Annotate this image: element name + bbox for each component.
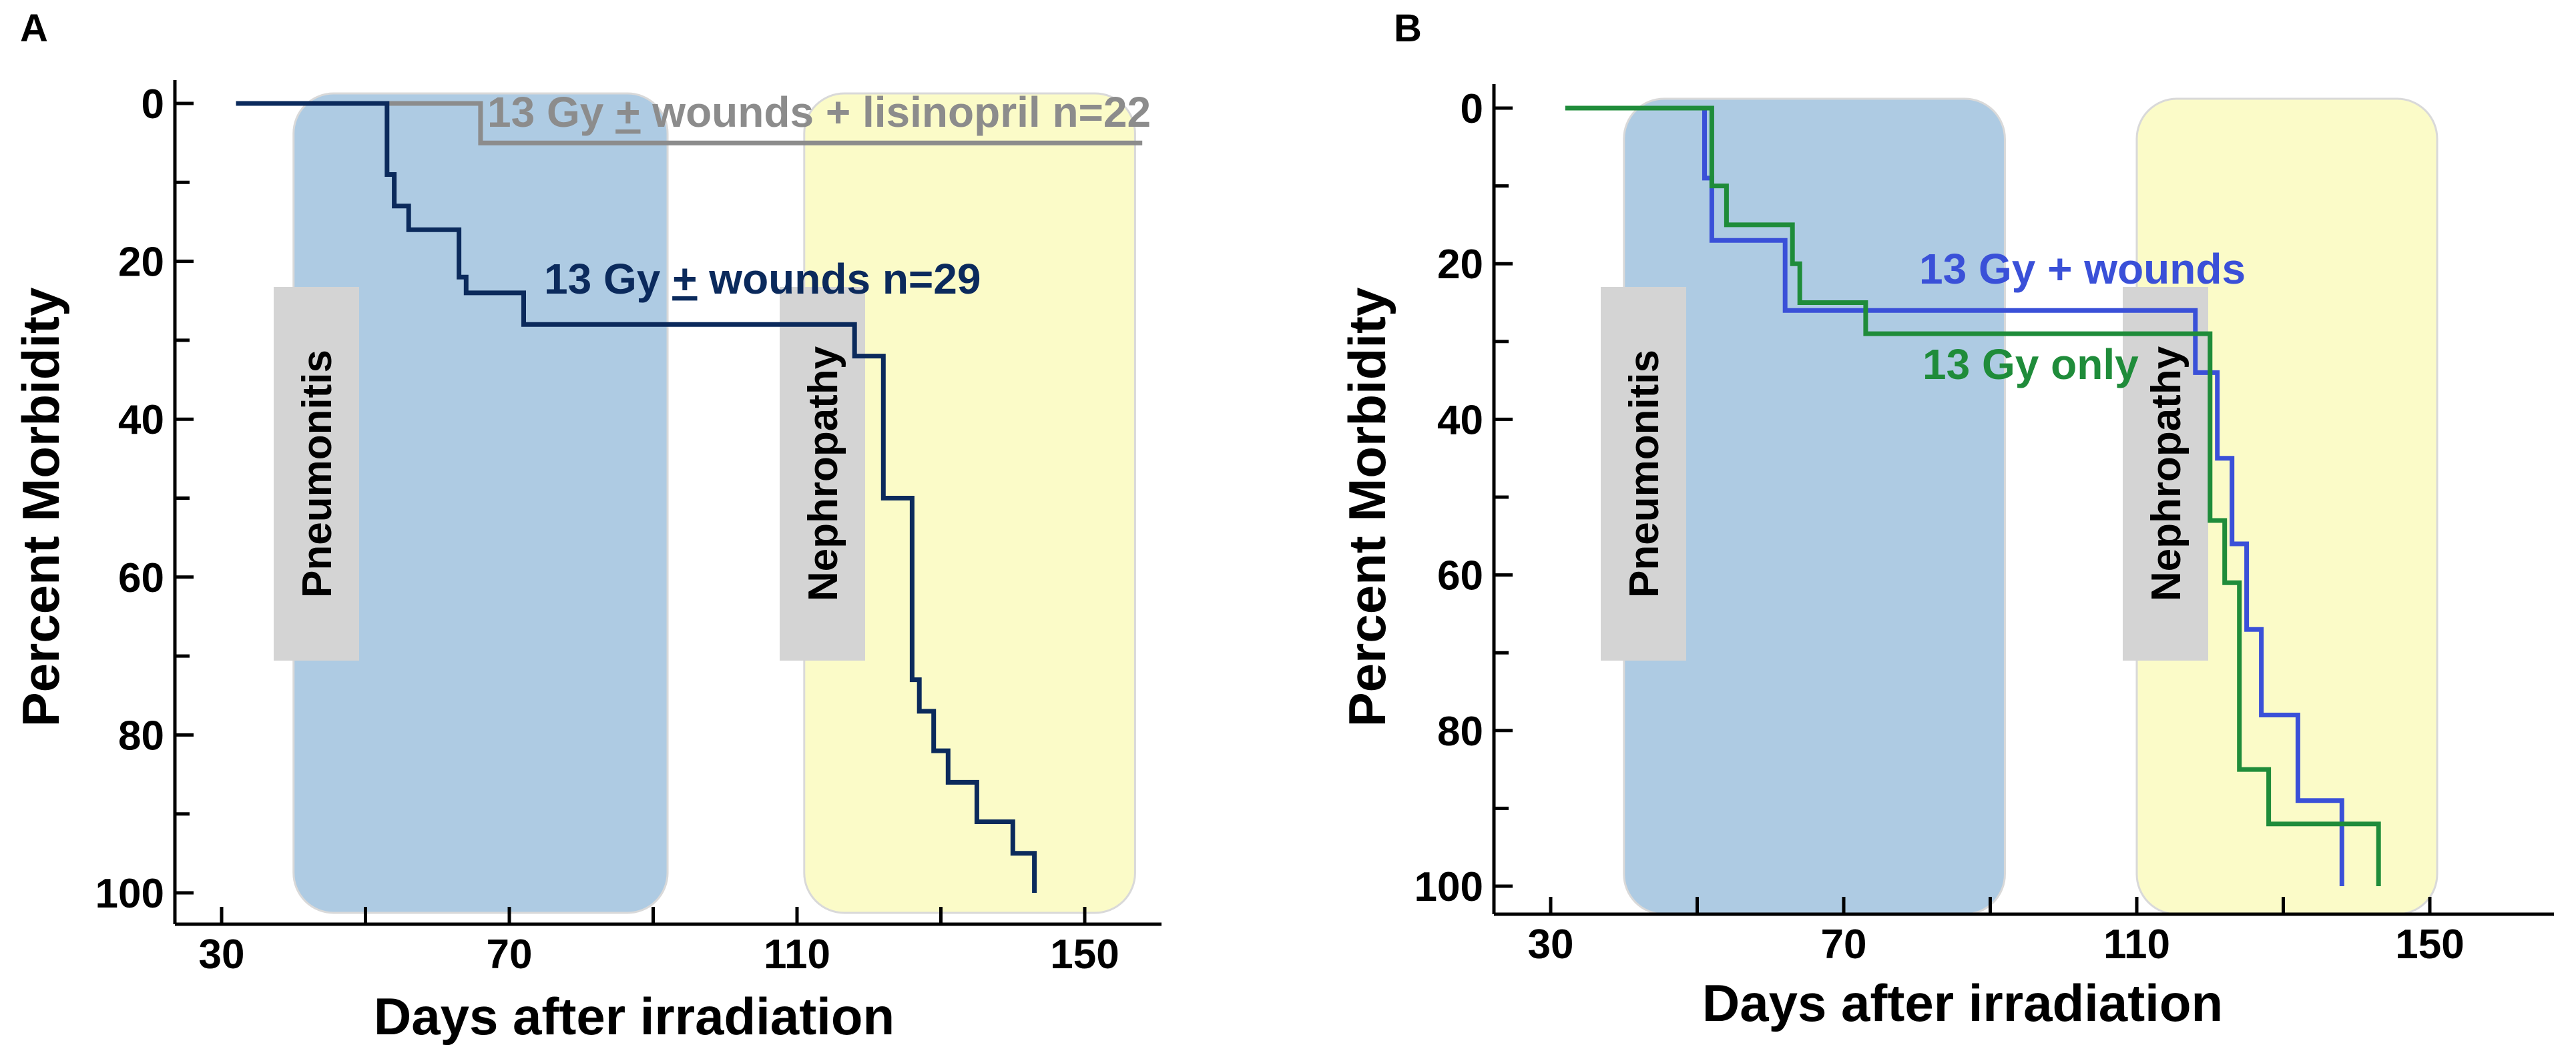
panel-a-series-lisinopril-label-part: 13 Gy bbox=[487, 88, 615, 136]
panel-a-xlabel: Days after irradiation bbox=[374, 987, 894, 1046]
panel-a-letter: A bbox=[20, 7, 48, 50]
panel-a-series-lisinopril-label: 13 Gy + wounds + lisinopril n=22 bbox=[487, 88, 1151, 136]
panel-a-axes: 0 20 40 60 80 100 30 70 110 150 bbox=[95, 80, 1162, 978]
panel-b-x-tick-label: 70 bbox=[1821, 922, 1867, 968]
panel-a: Pneumonitis Nephropathy 0 20 40 60 80 100 30 70 1… bbox=[11, 7, 1162, 1046]
panel-a-nephropathy-label-box: Nephropathy bbox=[780, 287, 865, 661]
panel-a-nephropathy-label-bg bbox=[780, 287, 865, 661]
panel-b-axes: 0 20 40 60 80 100 30 70 110 150 bbox=[1414, 84, 2554, 968]
panel-b-series-only-line bbox=[1565, 105, 2381, 886]
panel-b-y-tick-label: 100 bbox=[1414, 864, 1483, 910]
panel-b-y-tick-label: 60 bbox=[1437, 553, 1483, 599]
panel-a-series-wounds-label-part: + bbox=[672, 255, 697, 303]
panel-a-pneumonitis-label: Pneumonitis bbox=[294, 350, 340, 598]
panel-a-series-wounds-line bbox=[236, 101, 1037, 893]
panel-b-x-tick-label: 150 bbox=[2395, 922, 2464, 968]
panel-a-series-lines bbox=[236, 101, 1143, 893]
panel-a-pneumonitis-label-box: Pneumonitis bbox=[274, 287, 359, 661]
panel-a-y-tick-label: 40 bbox=[118, 397, 164, 443]
panel-b-pneumonitis-label-box: Pneumonitis bbox=[1601, 287, 1686, 661]
panel-a-x-tick-label: 150 bbox=[1050, 932, 1119, 978]
panel-b-pneumonitis-label-bg bbox=[1601, 287, 1686, 661]
panel-b-series-wounds-label-part: 13 Gy + wounds bbox=[1919, 245, 2246, 293]
panel-a-ylabel: Percent Morbidity bbox=[11, 288, 70, 727]
panel-a-x-tick-label: 30 bbox=[199, 932, 245, 978]
panel-a-y-tick-label: 60 bbox=[118, 555, 164, 601]
panel-b-series-wounds-label: 13 Gy + wounds bbox=[1919, 245, 2246, 293]
panel-a-x-tick-label: 110 bbox=[764, 932, 830, 978]
panel-b-y-tick-label: 0 bbox=[1461, 86, 1483, 132]
panel-b-regions: Pneumonitis Nephropathy bbox=[1601, 97, 2438, 916]
panel-b-y-tick-label: 80 bbox=[1437, 709, 1483, 755]
panel-b-series-only-label-part: 13 Gy only bbox=[1922, 340, 2139, 388]
panel-b-ylabel: Percent Morbidity bbox=[1338, 288, 1396, 727]
panel-a-series-lisinopril-label-part: wounds + lisinopril n=22 bbox=[641, 88, 1151, 136]
panel-a-pneumonitis-label-bg bbox=[274, 287, 359, 661]
panel-b-labels: B Days after irradiation Percent Morbidi… bbox=[1338, 7, 2246, 1032]
panel-b-x-tick-label: 30 bbox=[1528, 922, 1574, 968]
panel-b-series-only-label: 13 Gy only bbox=[1922, 340, 2139, 388]
panel-b-y-tick-label: 20 bbox=[1437, 242, 1483, 288]
panel-b-xlabel: Days after irradiation bbox=[1702, 974, 2223, 1032]
panel-b-x-tick-label: 110 bbox=[2103, 922, 2170, 968]
panel-b-nephropathy-label: Nephropathy bbox=[2143, 346, 2189, 601]
panel-a-regions: Pneumonitis Nephropathy bbox=[274, 92, 1136, 914]
panel-a-series-wounds-label-part: 13 Gy bbox=[544, 255, 672, 303]
panel-b-series-wounds-line bbox=[1565, 105, 2344, 886]
panel-b-letter: B bbox=[1394, 7, 1422, 50]
panel-a-y-tick-label: 20 bbox=[118, 240, 164, 286]
panel-a-y-tick-label: 80 bbox=[118, 713, 164, 759]
panel-b-series-lines bbox=[1565, 105, 2381, 886]
panel-b-y-tick-label: 40 bbox=[1437, 397, 1483, 443]
panel-a-series-wounds-label-part: wounds n=29 bbox=[698, 255, 981, 303]
panel-a-labels: A Days after irradiation Percent Morbidi… bbox=[11, 7, 1151, 1046]
panel-a-series-wounds-label: 13 Gy + wounds n=29 bbox=[544, 255, 981, 303]
panel-b: Pneumonitis Nephropathy 0 20 40 60 80 100 30 70 1… bbox=[1338, 7, 2554, 1032]
panel-a-series-lisinopril-label-part: + bbox=[615, 88, 640, 136]
panel-a-x-tick-label: 70 bbox=[487, 932, 533, 978]
panel-a-y-tick-label: 100 bbox=[95, 871, 164, 917]
panel-b-pneumonitis-label: Pneumonitis bbox=[1621, 350, 1667, 598]
panel-a-nephropathy-label: Nephropathy bbox=[800, 346, 846, 601]
panel-a-y-tick-label: 0 bbox=[142, 81, 164, 127]
